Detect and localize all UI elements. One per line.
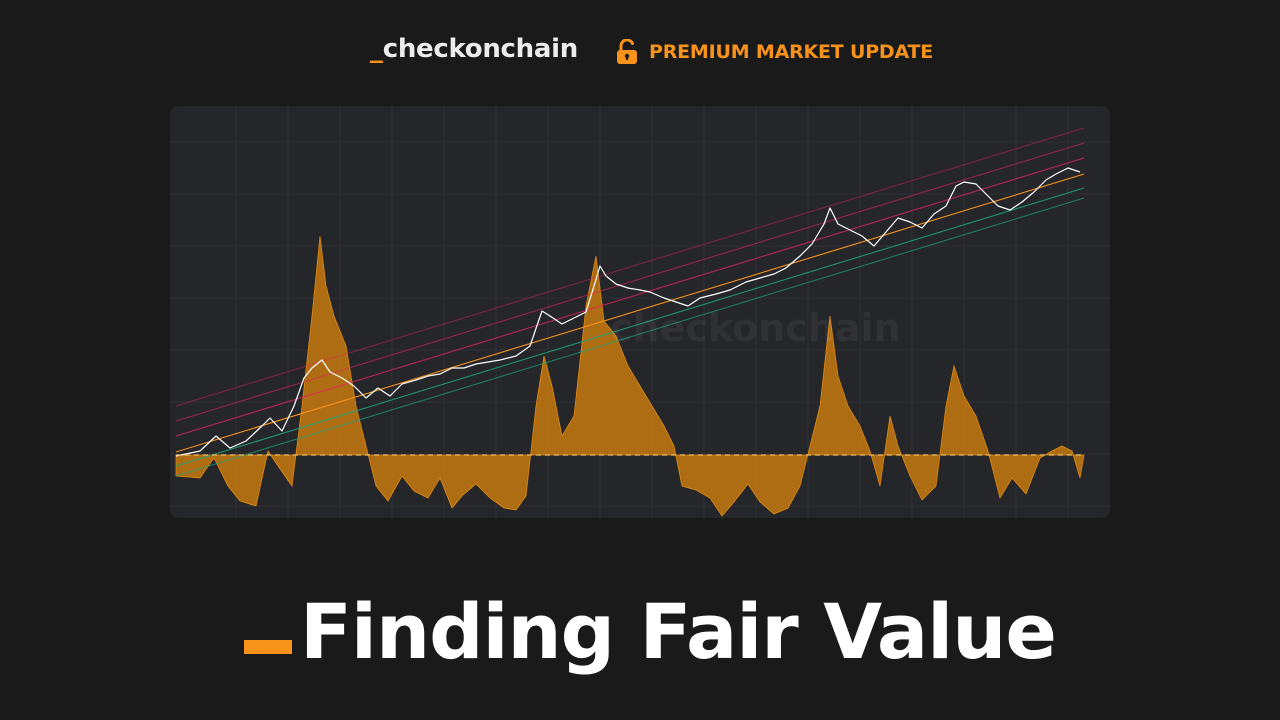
brand-name: checkonchain [382, 34, 579, 64]
chart-card: checkonchain [170, 106, 1110, 518]
band-line [175, 187, 1085, 467]
premium-label: PREMIUM MARKET UPDATE [649, 41, 934, 63]
title-accent-bar [244, 640, 292, 654]
brand-underscore: _ [370, 34, 383, 64]
oscillator-fill [175, 235, 1085, 517]
band-line [175, 157, 1085, 437]
premium-badge: PREMIUM MARKET UPDATE [616, 38, 933, 66]
title-row: Finding Fair Value [244, 570, 1057, 676]
brand-logo[interactable]: _checkonchain [370, 34, 578, 64]
band-line [175, 173, 1085, 453]
band-line [175, 142, 1085, 422]
header: _checkonchain PREMIUM MARKET UPDATE [0, 30, 1280, 74]
fair-value-bands [175, 127, 1085, 477]
band-line [175, 197, 1085, 477]
price-line [175, 167, 1081, 457]
page-title: Finding Fair Value [300, 587, 1057, 676]
price-series [175, 167, 1081, 457]
lock-icon [616, 38, 638, 65]
price-chart [170, 106, 1110, 518]
oscillator-area [175, 235, 1085, 517]
band-line [175, 127, 1085, 407]
chart-grid [170, 106, 1110, 518]
